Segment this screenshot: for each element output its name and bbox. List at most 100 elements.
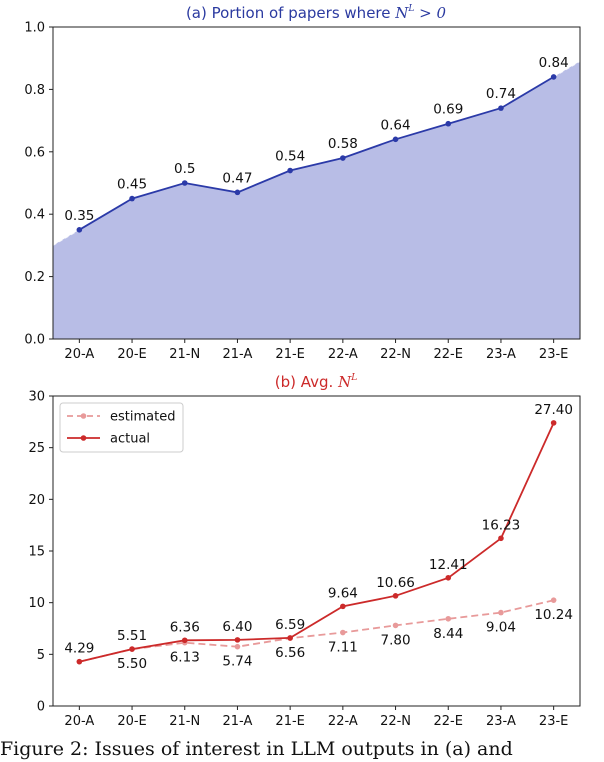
x-tick-label: 23-A [486, 347, 516, 362]
area-edge-right [553, 60, 581, 78]
x-tick-label: 20-E [117, 714, 146, 729]
legend-actual-label: actual [110, 432, 150, 447]
figure-caption: Figure 2: Issues of interest in LLM outp… [0, 738, 513, 760]
data-point [234, 189, 241, 196]
y-tick-label: 10 [28, 596, 45, 611]
actual-point [76, 658, 83, 665]
data-point [129, 195, 135, 202]
estimated-point [234, 643, 241, 650]
panel-b-plot: 5.51 6.36 6.40 6.59 9.64 10.66 12.41 16.23 27.40… [28, 390, 581, 729]
y-tick-label: 0 [37, 700, 45, 715]
data-point [445, 120, 452, 127]
series-line [78, 76, 555, 231]
y-tick-label: 15 [28, 545, 45, 560]
y-tick-label: 30 [28, 390, 45, 405]
x-tick-label: 22-N [380, 714, 411, 729]
y-tick-label: 20 [28, 493, 45, 508]
legend-actual-marker [80, 435, 87, 441]
actual-point [181, 637, 188, 644]
axes-frame [52, 26, 581, 340]
x-tick-label: 22-E [434, 714, 463, 729]
panel-b: (b) Avg. NL 5.51 6.36 6.40 6.59 9.64 10.66 12.… [28, 373, 581, 729]
data-label: 0.84 [539, 55, 569, 71]
panel-a: (a) Portion of papers where NL > 0 0.350… [24, 4, 581, 362]
estimated-point [550, 597, 557, 603]
actual-point [498, 535, 504, 542]
actual-point [445, 574, 452, 581]
panel-b-title: (b) Avg. NL [275, 373, 357, 391]
estimated-label: 8.44 [433, 626, 463, 642]
data-label: 0.35 [64, 208, 94, 224]
y-tick-label: 1.0 [24, 21, 45, 36]
area-fill [53, 61, 580, 340]
data-label: 0.74 [486, 86, 516, 102]
estimated-label: 5.50 [117, 656, 147, 672]
area-edge-left [52, 229, 80, 246]
data-point [181, 180, 188, 186]
estimated-point [340, 629, 346, 636]
x-tick-label: 21-N [169, 714, 200, 729]
data-label: 0.64 [381, 117, 411, 133]
estimated-label: 6.56 [275, 645, 305, 661]
y-tick-label: 0.8 [24, 83, 45, 98]
estimated-line [79, 599, 554, 663]
actual-label: 27.40 [534, 402, 573, 418]
data-label: 0.69 [433, 102, 463, 118]
actual-label: 10.66 [376, 575, 415, 591]
y-tick-label: 0.6 [24, 145, 45, 160]
legend-estimated-label: estimated [110, 410, 175, 425]
data-point [340, 155, 346, 161]
actual-point [287, 635, 293, 641]
data-label: 0.45 [117, 177, 147, 193]
legend-estimated-marker [80, 413, 87, 419]
actual-label: 6.36 [170, 619, 200, 635]
actual-label: 6.59 [275, 617, 305, 633]
estimated-label: 7.80 [381, 632, 411, 648]
data-label: 0.47 [222, 170, 252, 186]
x-tick-label: 23-A [486, 714, 516, 729]
data-point [392, 136, 399, 143]
x-tick-label: 22-A [328, 714, 358, 729]
data-point [76, 227, 83, 233]
estimated-label: 4.29 [64, 641, 94, 657]
x-tick-label: 21-A [223, 714, 253, 729]
x-tick-label: 20-A [64, 347, 94, 362]
data-label: 0.5 [174, 161, 195, 177]
estimated-point [498, 609, 504, 616]
actual-label: 9.64 [328, 585, 358, 601]
estimated-label: 9.04 [486, 620, 516, 636]
x-tick-label: 21-E [275, 347, 304, 362]
x-tick-label: 21-A [223, 347, 253, 362]
x-tick-label: 21-E [275, 714, 304, 729]
x-tick-label: 22-E [434, 347, 463, 362]
estimated-label: 5.74 [222, 654, 252, 670]
actual-label: 6.40 [222, 619, 252, 635]
panel-a-title: (a) Portion of papers where NL > 0 [186, 4, 447, 22]
x-tick-label: 20-A [64, 714, 94, 729]
data-point [550, 74, 557, 80]
actual-point [340, 603, 346, 610]
y-tick-label: 0.2 [24, 270, 45, 285]
legend: estimated actual [59, 402, 184, 453]
estimated-label: 10.24 [534, 607, 573, 623]
x-tick-label: 22-N [380, 347, 411, 362]
data-point [287, 167, 293, 174]
panel-a-plot: 0.35 0.45 0.5 0.47 0.54 0.58 0.64 0.69 0.74 0.84 0… [24, 21, 581, 362]
x-tick-label: 22-A [328, 347, 358, 362]
data-label: 0.54 [275, 149, 305, 165]
actual-point [550, 420, 557, 426]
estimated-point [392, 622, 399, 629]
actual-label: 5.51 [117, 628, 147, 644]
actual-line [79, 422, 555, 663]
actual-label: 16.23 [482, 517, 521, 533]
data-label: 0.58 [328, 136, 358, 152]
y-tick-label: 5 [37, 648, 45, 663]
actual-point [392, 593, 399, 599]
estimated-point [445, 615, 452, 622]
y-tick-label: 0.0 [24, 333, 45, 348]
x-tick-label: 23-E [539, 347, 568, 362]
x-tick-label: 20-E [117, 347, 146, 362]
y-tick-label: 0.4 [24, 208, 45, 223]
actual-point [129, 646, 135, 652]
estimated-label: 7.11 [328, 640, 358, 656]
